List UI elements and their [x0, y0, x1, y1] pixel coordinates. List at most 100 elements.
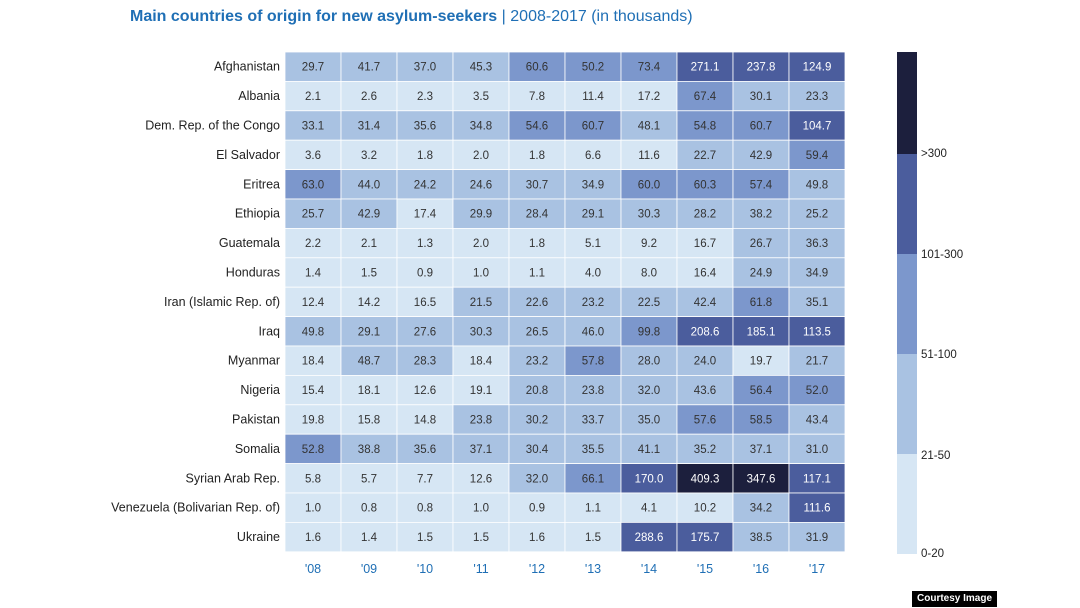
cell-value: 17.2 — [638, 91, 660, 103]
row-label: Nigeria — [240, 383, 280, 397]
heatmap-cell — [788, 522, 846, 553]
cell-value: 1.5 — [473, 532, 489, 544]
heatmap-cell — [732, 492, 790, 523]
cell-value: 54.8 — [694, 121, 716, 133]
heatmap-cell — [564, 198, 622, 229]
cell-value: 41.1 — [638, 444, 660, 456]
heatmap-cell — [788, 198, 846, 229]
x-tick-label: '13 — [585, 562, 601, 576]
heatmap-cell — [396, 345, 454, 376]
heatmap-cell — [284, 374, 342, 406]
heatmap-cell — [732, 404, 790, 435]
cell-value: 26.7 — [750, 238, 772, 250]
cell-value: 14.8 — [414, 415, 436, 427]
legend-swatch — [897, 154, 917, 254]
cell-value: 2.1 — [305, 91, 321, 103]
heatmap-cell — [452, 257, 510, 288]
heatmap-cell — [732, 169, 790, 200]
cell-value: 43.4 — [806, 415, 829, 427]
cell-value: 24.2 — [414, 179, 436, 191]
cell-value: 29.1 — [358, 326, 380, 338]
heatmap-cell — [620, 227, 678, 259]
heatmap-cell — [284, 110, 342, 141]
cell-value: 1.4 — [361, 532, 378, 544]
heatmap-cell — [508, 374, 566, 406]
cell-value: 42.9 — [750, 150, 772, 162]
cell-value: 16.5 — [414, 297, 436, 309]
cell-value: 54.6 — [526, 121, 548, 133]
cell-value: 18.1 — [358, 385, 380, 397]
courtesy-credit: Courtesy Image — [912, 591, 998, 607]
cell-value: 48.1 — [638, 121, 660, 133]
cell-value: 35.1 — [806, 297, 828, 309]
cell-value: 38.2 — [750, 209, 772, 221]
heatmap-cell — [620, 257, 678, 288]
heatmap-cell — [620, 316, 678, 347]
heatmap-cell — [396, 227, 454, 259]
cell-value: 29.1 — [582, 209, 604, 221]
heatmap-cell — [564, 433, 622, 465]
cell-value: 2.6 — [361, 91, 377, 103]
cell-value: 1.1 — [585, 503, 601, 515]
heatmap-cell — [508, 169, 566, 200]
row-label: Ethiopia — [235, 207, 280, 221]
row-label: Honduras — [226, 266, 280, 280]
row-label: Albania — [238, 89, 280, 103]
heatmap-cell — [788, 169, 846, 200]
cell-value: 4.1 — [641, 503, 657, 515]
heatmap-cell — [452, 522, 510, 553]
heatmap-cell — [452, 139, 510, 170]
cell-value: 50.2 — [582, 62, 604, 74]
cell-value: 35.6 — [414, 444, 436, 456]
heatmap-cell — [284, 404, 342, 435]
legend-swatch — [897, 454, 917, 554]
cell-value: 21.7 — [806, 356, 828, 368]
cell-value: 15.4 — [302, 385, 325, 397]
heatmap-cell — [732, 374, 790, 406]
heatmap-cell — [396, 433, 454, 465]
cell-value: 16.7 — [694, 238, 716, 250]
heatmap-cell — [564, 345, 622, 376]
heatmap-cell — [284, 316, 342, 347]
cell-value: 1.3 — [417, 238, 433, 250]
x-tick-label: '14 — [641, 562, 657, 576]
cell-value: 2.0 — [473, 238, 489, 250]
cell-value: 63.0 — [302, 179, 324, 191]
cell-value: 60.0 — [638, 179, 660, 191]
cell-value: 26.5 — [526, 326, 548, 338]
x-tick-label: '10 — [417, 562, 433, 576]
cell-value: 7.8 — [529, 91, 545, 103]
heatmap-cell — [676, 169, 734, 200]
row-label: Myanmar — [228, 354, 280, 368]
cell-value: 22.7 — [694, 150, 716, 162]
heatmap-cell — [676, 51, 734, 82]
cell-value: 23.2 — [582, 297, 604, 309]
heatmap-cell — [284, 433, 342, 465]
cell-value: 30.7 — [526, 179, 548, 191]
cell-value: 45.3 — [470, 62, 492, 74]
heatmap-cell — [396, 492, 454, 523]
heatmap-cell — [452, 374, 510, 406]
cell-value: 52.0 — [806, 385, 828, 397]
cell-value: 27.6 — [414, 326, 436, 338]
heatmap-cell — [564, 463, 622, 494]
cell-value: 56.4 — [750, 385, 773, 397]
cell-value: 15.8 — [358, 415, 380, 427]
row-label: Ukraine — [237, 530, 280, 544]
cell-value: 10.2 — [694, 503, 716, 515]
legend-swatch — [897, 354, 917, 454]
cell-value: 1.1 — [529, 268, 545, 280]
cell-value: 5.1 — [585, 238, 601, 250]
cell-value: 124.9 — [803, 62, 832, 74]
x-tick-label: '09 — [361, 562, 377, 576]
cell-value: 7.7 — [417, 473, 433, 485]
cell-value: 1.8 — [417, 150, 433, 162]
cell-value: 23.3 — [806, 91, 828, 103]
heatmap-cell — [284, 522, 342, 553]
heatmap-cell — [620, 81, 678, 112]
cell-value: 29.9 — [470, 209, 492, 221]
heatmap-cell — [564, 257, 622, 288]
legend-label: 101-300 — [921, 249, 963, 261]
cell-value: 1.8 — [529, 238, 545, 250]
cell-value: 34.9 — [806, 268, 828, 280]
